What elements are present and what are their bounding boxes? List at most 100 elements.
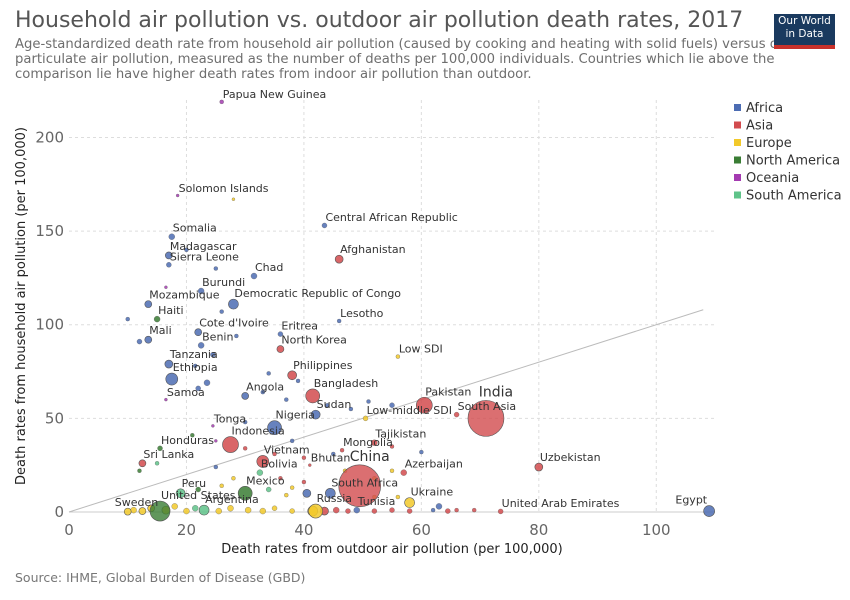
data-point: [183, 507, 190, 515]
legend-swatch: [734, 139, 741, 146]
data-point: [137, 468, 142, 473]
data-point: [338, 464, 382, 508]
data-point: [336, 318, 342, 324]
legend-label: Oceania: [746, 171, 799, 186]
data-point: [284, 492, 289, 498]
point-label: Argentina: [205, 493, 259, 506]
data-point: [362, 415, 369, 422]
data-point: [348, 406, 354, 412]
data-point: [703, 505, 715, 517]
x-tick-label: 60: [412, 521, 431, 539]
data-point: [123, 507, 132, 516]
data-point: [165, 372, 179, 386]
point-label: Peru: [182, 477, 207, 490]
data-point: [389, 402, 395, 408]
data-point: [331, 451, 336, 457]
point-label: China: [350, 449, 390, 465]
point-label: Low SDI: [399, 343, 443, 356]
data-point: [219, 309, 224, 314]
data-point: [256, 469, 264, 476]
point-label: Sweden: [115, 496, 158, 509]
data-point: [267, 420, 282, 436]
point-label: Angola: [246, 380, 284, 393]
point-label: Nigeria: [276, 409, 315, 422]
data-point: [250, 272, 258, 280]
point-label: United States: [161, 489, 236, 502]
legend-label: Africa: [746, 101, 783, 116]
data-point: [395, 494, 401, 500]
point-label: South Asia: [458, 400, 517, 413]
point-label: Philippines: [293, 359, 353, 372]
data-point: [404, 497, 415, 508]
data-point: [371, 439, 378, 446]
point-label: Tunisia: [357, 495, 396, 508]
data-point: [234, 333, 239, 339]
legend-label: North America: [746, 154, 840, 169]
x-tick-label: 20: [177, 521, 196, 539]
data-point: [272, 451, 277, 457]
legend-swatch: [734, 121, 741, 129]
data-point: [165, 251, 173, 260]
data-point: [171, 503, 178, 510]
data-point: [415, 396, 433, 414]
data-point: [389, 507, 395, 513]
data-point: [287, 370, 297, 381]
data-point: [325, 403, 330, 408]
data-point: [406, 508, 413, 514]
point-label: Mozambique: [149, 289, 219, 302]
point-label: Honduras: [161, 434, 214, 447]
data-point: [231, 197, 236, 201]
owid-logo[interactable]: Our World in Data: [774, 14, 835, 49]
data-point: [195, 385, 201, 392]
data-point: [259, 507, 266, 515]
data-point: [241, 392, 249, 400]
data-point: [194, 328, 202, 337]
data-point: [244, 506, 252, 514]
point-label: Mali: [149, 324, 171, 337]
point-label: Democratic Republic of Congo: [234, 287, 401, 300]
data-point: [168, 233, 175, 240]
data-point: [276, 345, 285, 353]
data-point: [302, 488, 312, 498]
data-point: [295, 378, 301, 384]
data-point: [278, 476, 283, 481]
data-point: [243, 419, 248, 425]
chart-title: Household air pollution vs. outdoor air …: [15, 8, 744, 33]
data-point: [472, 507, 477, 513]
y-axis-title: Death rates from household air pollution…: [14, 127, 29, 485]
point-label: Central African Republic: [325, 211, 457, 224]
point-label: Mongolia: [343, 436, 393, 449]
data-point: [197, 342, 205, 349]
data-point: [231, 476, 236, 481]
data-point: [366, 399, 371, 404]
point-label: Bangladesh: [314, 377, 379, 390]
point-label: Bhutan: [311, 452, 351, 465]
data-point: [125, 316, 130, 322]
point-label: Somalia: [173, 222, 217, 235]
data-point: [144, 335, 153, 344]
data-point: [534, 462, 544, 472]
data-point: [277, 331, 284, 337]
y-tick-label: 200: [35, 128, 64, 146]
point-label: Ukraine: [411, 486, 454, 499]
data-point: [339, 448, 345, 453]
point-label: Sudan: [317, 398, 352, 411]
point-label: Vietnam: [264, 443, 310, 456]
data-point: [184, 247, 189, 252]
point-label: Ethiopia: [173, 361, 218, 374]
x-tick-label: 40: [294, 521, 313, 539]
data-point: [198, 504, 210, 516]
data-point: [192, 505, 199, 512]
data-point: [266, 486, 272, 493]
data-point: [175, 488, 186, 499]
data-point: [195, 486, 201, 493]
data-point: [164, 397, 168, 402]
legend-swatch: [734, 156, 741, 164]
point-label: Egypt: [675, 494, 707, 507]
data-point: [166, 262, 172, 268]
chart-subtitle: Age-standardized death rate from househo…: [15, 37, 822, 82]
y-tick-label: 0: [54, 503, 64, 521]
logo-line-2: in Data: [785, 28, 824, 40]
data-point: [395, 354, 401, 359]
point-label: Madagascar: [170, 240, 237, 253]
